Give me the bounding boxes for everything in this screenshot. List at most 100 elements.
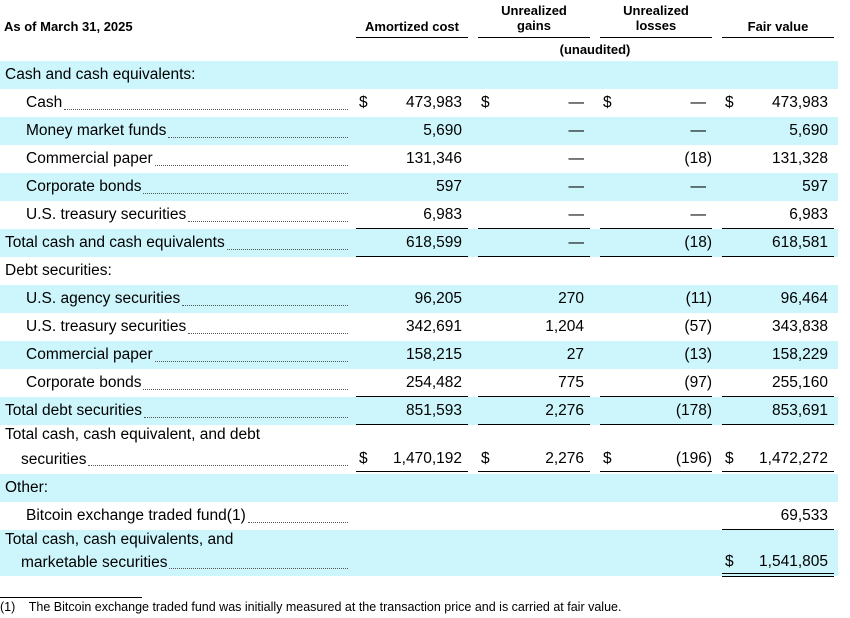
header-rule xyxy=(478,37,590,38)
dot-leader xyxy=(88,465,348,466)
dot-leader xyxy=(182,305,348,306)
underline xyxy=(722,424,834,425)
cell-amortized-cost: 6,983 xyxy=(423,206,462,223)
row-label: U.S. treasury securities xyxy=(26,318,187,335)
cell-amortized-cost: 342,691 xyxy=(405,318,462,335)
col-header-line1: Fair value xyxy=(747,19,809,34)
cell-amortized-cost: 1,470,192 xyxy=(393,450,462,467)
table-row: Commercial paper 158,215 27 (13) 158,229 xyxy=(0,341,838,369)
col-header-unrealized-gains: Unrealized gains xyxy=(478,3,590,33)
row-label: Commercial paper xyxy=(26,346,153,363)
underline xyxy=(478,396,590,397)
dot-leader xyxy=(64,109,348,110)
header-rule xyxy=(356,37,468,38)
cell-fair-value: 5,690 xyxy=(789,122,828,139)
cell-fair-value: 597 xyxy=(802,178,828,195)
row-label-continued: marketable securities xyxy=(21,554,168,571)
cell-fair-value: 343,838 xyxy=(771,318,828,335)
cell-fair-value: 158,229 xyxy=(771,346,828,363)
unaudited-label: (unaudited) xyxy=(559,42,631,57)
row-label: U.S. agency securities xyxy=(26,290,181,307)
dot-leader xyxy=(155,361,348,362)
cell-unrealized-losses: (196) xyxy=(675,450,712,467)
table-row: U.S. treasury securities 6,983 — — 6,983 xyxy=(0,201,838,229)
cell-unrealized-gains: 2,276 xyxy=(545,402,584,419)
col-header-unrealized-losses: Unrealized losses xyxy=(600,3,712,33)
cell-fair-value: 1,541,805 xyxy=(759,553,828,570)
cell-fair-value: 96,464 xyxy=(780,290,828,307)
col-header-amortized-cost: Amortized cost xyxy=(356,19,468,34)
header-rule xyxy=(600,37,712,38)
dollar-sign: $ xyxy=(603,94,612,111)
row-label: Other: xyxy=(5,479,49,496)
total-row: Total cash, cash equivalents, and marketa… xyxy=(0,530,838,577)
underline xyxy=(356,396,468,397)
cell-unrealized-losses: — xyxy=(690,94,707,111)
dollar-sign: $ xyxy=(725,94,734,111)
cell-fair-value: 69,533 xyxy=(780,507,828,524)
table-row: Corporate bonds 597 — — 597 xyxy=(0,173,838,201)
cell-amortized-cost: 96,205 xyxy=(414,290,462,307)
col-header-line1: Unrealized xyxy=(501,3,567,18)
row-label: U.S. treasury securities xyxy=(26,206,187,223)
dollar-sign: $ xyxy=(725,553,734,570)
section-header-row: Other: xyxy=(0,474,838,502)
dot-leader xyxy=(188,221,348,222)
row-label: Total debt securities xyxy=(5,402,142,419)
dollar-sign: $ xyxy=(725,450,734,467)
table-row: Cash 473,983 $ — $ — $473,983 $ xyxy=(0,89,838,117)
as-of-date: As of March 31, 2025 xyxy=(4,19,133,34)
dot-leader xyxy=(143,193,348,194)
double-underline xyxy=(722,573,834,577)
dollar-sign: $ xyxy=(603,450,612,467)
row-label: Commercial paper xyxy=(26,150,153,167)
row-label: Total cash, cash equivalents, and xyxy=(5,531,234,548)
row-label: Cash xyxy=(26,94,63,111)
section-header-row: Debt securities: xyxy=(0,257,838,285)
cell-unrealized-gains: — xyxy=(568,234,585,251)
cell-unrealized-gains: — xyxy=(568,206,585,223)
row-label: Cash and cash equivalents: xyxy=(5,66,196,83)
dot-leader xyxy=(144,417,348,418)
table-row: Corporate bonds 254,482 775 (97) 255,160 xyxy=(0,369,838,397)
cell-unrealized-gains: 2,276 xyxy=(545,450,584,467)
dollar-sign: $ xyxy=(481,450,490,467)
underline xyxy=(600,256,712,257)
row-label: Money market funds xyxy=(26,122,167,139)
underline xyxy=(356,228,468,229)
dot-leader xyxy=(169,568,348,569)
row-label: Corporate bonds xyxy=(26,178,142,195)
row-label: Total cash and cash equivalents xyxy=(5,234,225,251)
footnote: (1) The Bitcoin exchange traded fund was… xyxy=(0,600,621,614)
underline xyxy=(600,228,712,229)
underline xyxy=(478,228,590,229)
row-label: Total cash, cash equivalent, and debt xyxy=(5,426,261,443)
cell-fair-value: 1,472,272 xyxy=(759,450,828,467)
cell-unrealized-losses: — xyxy=(690,178,707,195)
cell-unrealized-gains: — xyxy=(568,122,585,139)
cell-amortized-cost: 473,983 xyxy=(405,94,462,111)
cell-unrealized-losses: (178) xyxy=(675,402,712,419)
underline xyxy=(722,256,834,257)
dot-leader xyxy=(168,137,348,138)
cell-unrealized-gains: 27 xyxy=(566,346,584,363)
dollar-sign: $ xyxy=(481,94,490,111)
cell-fair-value: 473,983 xyxy=(771,94,828,111)
underline xyxy=(722,529,834,530)
cell-unrealized-losses: (57) xyxy=(684,318,712,335)
cell-amortized-cost: 158,215 xyxy=(405,346,462,363)
underline xyxy=(356,256,468,257)
row-label-continued: securities xyxy=(21,451,87,468)
cell-amortized-cost: 597 xyxy=(436,178,462,195)
table-row: Money market funds 5,690 — — 5,690 xyxy=(0,117,838,145)
underline xyxy=(478,256,590,257)
cell-amortized-cost: 131,346 xyxy=(405,150,462,167)
cell-amortized-cost: 254,482 xyxy=(405,374,462,391)
cell-unrealized-gains: — xyxy=(568,150,585,167)
col-header-line2: losses xyxy=(635,18,677,33)
total-row: Total debt securities 851,593 2,276 (178) 85… xyxy=(0,397,838,425)
footnote-text: The Bitcoin exchange traded fund was ini… xyxy=(28,600,622,614)
cell-unrealized-losses: (13) xyxy=(684,346,712,363)
col-header-line1: Amortized cost xyxy=(365,19,459,34)
cell-unrealized-losses: (11) xyxy=(685,290,712,307)
